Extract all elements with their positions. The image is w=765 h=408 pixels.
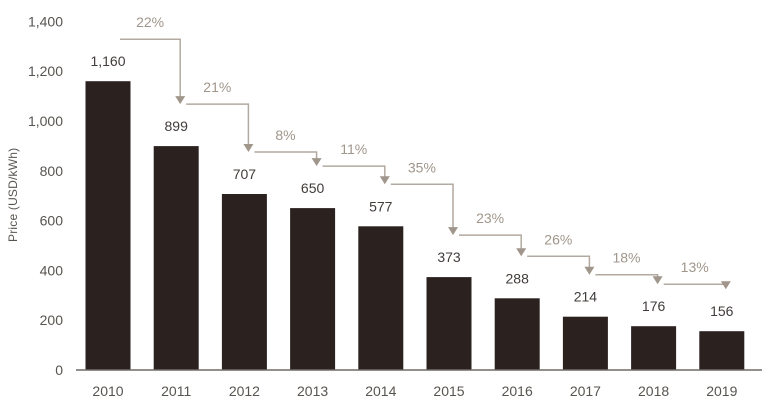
value-label: 707: [233, 166, 257, 182]
year-label: 2014: [365, 383, 396, 399]
trend-arrow-head: [448, 227, 458, 236]
year-label: 2010: [92, 383, 123, 399]
pct-change-label: 26%: [544, 231, 572, 247]
trend-arrow-head: [584, 266, 595, 275]
y-tick-label: 800: [40, 163, 64, 179]
y-tick-label: 1,400: [28, 13, 63, 29]
y-axis-title: Price (USD/kWh): [6, 147, 20, 243]
bar: [358, 226, 404, 370]
year-label: 2016: [502, 383, 533, 399]
value-label: 899: [165, 118, 189, 134]
trend-arrow-line: [595, 273, 659, 278]
value-label: 214: [574, 289, 598, 305]
value-label: 176: [642, 298, 666, 314]
trend-arrow-line: [459, 234, 522, 250]
value-label: 650: [301, 180, 325, 196]
year-label: 2018: [638, 383, 669, 399]
trend-arrow-line: [120, 38, 181, 98]
trend-arrow-line: [527, 255, 591, 268]
bar: [221, 194, 267, 370]
trend-arrow-head: [311, 158, 322, 167]
year-label: 2019: [706, 383, 737, 399]
pct-change-label: 13%: [681, 259, 709, 275]
trend-arrow-line: [390, 183, 454, 229]
bar: [699, 331, 745, 370]
y-tick-label: 200: [40, 312, 64, 328]
year-label: 2015: [433, 383, 464, 399]
trend-arrow-line: [322, 165, 386, 178]
pct-change-label: 11%: [340, 141, 367, 157]
y-tick-label: 1,200: [28, 63, 63, 79]
bar: [562, 316, 608, 370]
trend-arrow-head: [516, 248, 527, 257]
value-label: 373: [437, 249, 461, 265]
pct-change-label: 22%: [136, 14, 164, 30]
year-label: 2013: [297, 383, 328, 399]
value-label: 156: [710, 303, 734, 319]
bar: [153, 146, 199, 370]
trend-arrow-line: [254, 151, 318, 160]
pct-change-label: 8%: [275, 127, 295, 143]
value-label: 288: [506, 270, 530, 286]
bar: [85, 81, 131, 370]
pct-change-label: 23%: [476, 210, 504, 226]
bar: [426, 277, 472, 370]
pct-change-label: 21%: [203, 79, 231, 95]
y-tick-label: 400: [40, 262, 64, 278]
bar: [290, 208, 336, 370]
y-tick-label: 0: [55, 362, 63, 378]
y-tick-label: 600: [40, 213, 64, 229]
y-tick-label: 1,000: [28, 113, 63, 129]
pct-change-label: 18%: [612, 250, 640, 266]
value-label: 1,160: [90, 53, 125, 69]
trend-arrow-line: [186, 103, 250, 145]
year-label: 2012: [229, 383, 260, 399]
trend-arrow-head: [652, 276, 663, 285]
pct-change-label: 35%: [408, 159, 436, 175]
bar: [631, 326, 677, 370]
trend-arrow-head: [243, 144, 254, 152]
trend-arrow-head: [379, 176, 390, 185]
year-label: 2017: [570, 383, 601, 399]
bar: [494, 298, 540, 370]
year-label: 2011: [161, 383, 191, 399]
value-label: 577: [369, 198, 393, 214]
trend-arrow-head: [175, 96, 186, 105]
trend-arrow-head: [720, 281, 731, 290]
